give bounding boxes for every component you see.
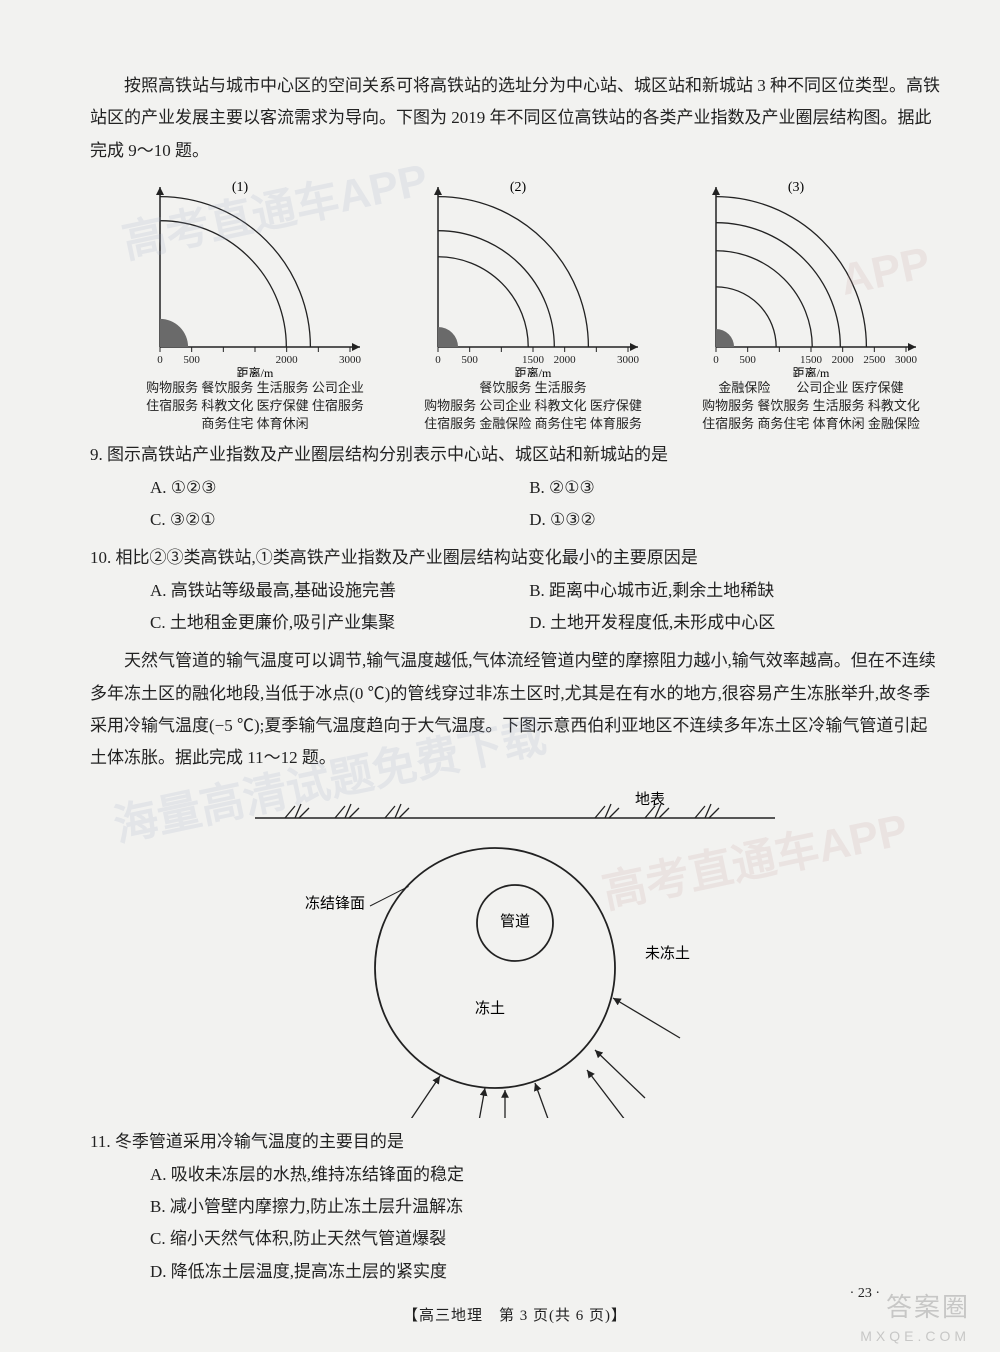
svg-text:冻结锋面: 冻结锋面 bbox=[305, 894, 365, 912]
q11-option-a[interactable]: A. 吸收未冻层的水热,维持冻结锋面的稳定 bbox=[150, 1159, 940, 1191]
svg-text:0: 0 bbox=[157, 354, 163, 366]
chart-2-caption: 餐饮服务 生活服务购物服务 公司企业 科教文化 医疗保健住宿服务 金融保险 商务… bbox=[398, 379, 668, 434]
permafrost-diagram: 地表管道冻土未冻土冻结锋面热流水分 bbox=[235, 788, 795, 1118]
chart-1-svg: (1) 0 500 2000 3000 距离/m bbox=[120, 177, 390, 377]
svg-text:2000: 2000 bbox=[276, 354, 299, 366]
chart-3-svg: (3) 0 500 1500 2000 2500 3000 距离/m bbox=[676, 177, 946, 377]
chart-3-caption: 金融保险 公司企业 医疗保健购物服务 餐饮服务 生活服务 科教文化住宿服务 商务… bbox=[676, 379, 946, 434]
svg-text:2000: 2000 bbox=[832, 354, 855, 366]
svg-text:1500: 1500 bbox=[522, 354, 545, 366]
brand-url: MXQE.COM bbox=[860, 1323, 970, 1350]
q10-option-b[interactable]: B. 距离中心城市近,剩余土地稀缺 bbox=[529, 575, 908, 607]
chart-1-caption: 购物服务 餐饮服务 生活服务 公司企业住宿服务 科教文化 医疗保健 住宿服务商务… bbox=[120, 379, 390, 434]
svg-text:冻土: 冻土 bbox=[475, 999, 505, 1017]
svg-text:500: 500 bbox=[461, 354, 478, 366]
q9-option-b[interactable]: B. ②①③ bbox=[529, 472, 908, 504]
svg-text:3000: 3000 bbox=[895, 354, 918, 366]
passage-2: 天然气管道的输气温度可以调节,输气温度越低,气体流经管道内壁的摩擦阻力越小,输气… bbox=[90, 645, 940, 774]
svg-text:距离/m: 距离/m bbox=[793, 365, 830, 377]
q10-option-a[interactable]: A. 高铁站等级最高,基础设施完善 bbox=[150, 575, 529, 607]
q11-stem: 11. 冬季管道采用冷输气温度的主要目的是 bbox=[90, 1126, 940, 1158]
svg-text:(2): (2) bbox=[510, 180, 527, 195]
q9-option-d[interactable]: D. ①③② bbox=[529, 504, 908, 536]
svg-text:(3): (3) bbox=[788, 180, 805, 195]
q10-option-d[interactable]: D. 土地开发程度低,未形成中心区 bbox=[529, 607, 908, 639]
svg-text:管道: 管道 bbox=[500, 913, 530, 930]
svg-text:距离/m: 距离/m bbox=[515, 365, 552, 377]
svg-text:未冻土: 未冻土 bbox=[645, 944, 690, 962]
chart-2: (2) 0 500 1500 2000 3000 距离/m 餐饮服务 生活服务购物服务 公司… bbox=[398, 177, 668, 434]
page-number: · 23 · bbox=[850, 1281, 880, 1308]
charts-row: (1) 0 500 2000 3000 距离/m 购物服务 餐饮服务 生活服务 公司企业住… bbox=[120, 177, 940, 434]
question-9: 9. 图示高铁站产业指数及产业圈层结构分别表示中心站、城区站和新城站的是 A. … bbox=[90, 439, 940, 536]
chart-1: (1) 0 500 2000 3000 距离/m 购物服务 餐饮服务 生活服务 公司企业住… bbox=[120, 177, 390, 434]
svg-text:500: 500 bbox=[183, 354, 200, 366]
svg-text:500: 500 bbox=[739, 354, 756, 366]
q10-option-c[interactable]: C. 土地租金更廉价,吸引产业集聚 bbox=[150, 607, 529, 639]
page-footer: 【高三地理 第 3 页(共 6 页)】 bbox=[90, 1302, 940, 1331]
svg-text:距离/m: 距离/m bbox=[237, 365, 274, 377]
q9-stem: 9. 图示高铁站产业指数及产业圈层结构分别表示中心站、城区站和新城站的是 bbox=[90, 439, 940, 471]
svg-text:2500: 2500 bbox=[863, 354, 886, 366]
q9-option-a[interactable]: A. ①②③ bbox=[150, 472, 529, 504]
q11-option-b[interactable]: B. 减小管壁内摩擦力,防止冻土层升温解冻 bbox=[150, 1191, 940, 1223]
q11-option-c[interactable]: C. 缩小天然气体积,防止天然气管道爆裂 bbox=[150, 1223, 940, 1255]
chart-3: (3) 0 500 1500 2000 2500 3000 距离/m 金融保险 公司企业 医疗… bbox=[676, 177, 946, 434]
svg-text:0: 0 bbox=[713, 354, 719, 366]
chart-2-svg: (2) 0 500 1500 2000 3000 距离/m bbox=[398, 177, 668, 377]
svg-text:2000: 2000 bbox=[554, 354, 577, 366]
q9-option-c[interactable]: C. ③②① bbox=[150, 504, 529, 536]
svg-text:1500: 1500 bbox=[800, 354, 823, 366]
svg-text:3000: 3000 bbox=[339, 354, 362, 366]
question-10: 10. 相比②③类高铁站,①类高铁产业指数及产业圈层结构站变化最小的主要原因是 … bbox=[90, 542, 940, 639]
svg-text:地表: 地表 bbox=[635, 791, 665, 808]
q11-option-d[interactable]: D. 降低冻土层温度,提高冻土层的紧实度 bbox=[150, 1256, 940, 1288]
svg-text:(1): (1) bbox=[232, 180, 249, 195]
question-11: 11. 冬季管道采用冷输气温度的主要目的是 A. 吸收未冻层的水热,维持冻结锋面… bbox=[90, 1126, 940, 1287]
svg-text:3000: 3000 bbox=[617, 354, 640, 366]
intro-paragraph: 按照高铁站与城市中心区的空间关系可将高铁站的选址分为中心站、城区站和新城站 3 … bbox=[90, 70, 940, 167]
q10-stem: 10. 相比②③类高铁站,①类高铁产业指数及产业圈层结构站变化最小的主要原因是 bbox=[90, 542, 940, 574]
svg-text:0: 0 bbox=[435, 354, 441, 366]
